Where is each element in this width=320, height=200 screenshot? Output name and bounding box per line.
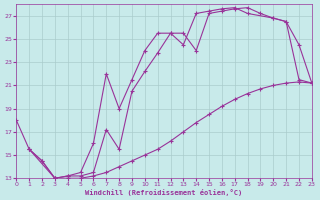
- X-axis label: Windchill (Refroidissement éolien,°C): Windchill (Refroidissement éolien,°C): [85, 189, 243, 196]
